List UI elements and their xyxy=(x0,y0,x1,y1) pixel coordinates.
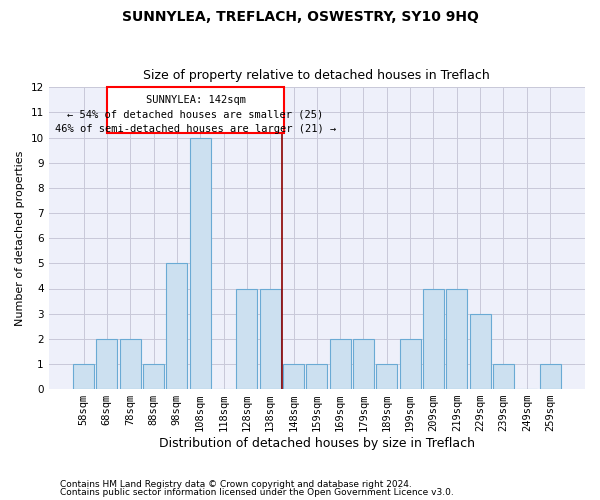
Bar xyxy=(353,339,374,389)
Bar xyxy=(260,288,281,389)
Bar xyxy=(143,364,164,389)
FancyBboxPatch shape xyxy=(107,88,284,132)
Text: Contains HM Land Registry data © Crown copyright and database right 2024.: Contains HM Land Registry data © Crown c… xyxy=(60,480,412,489)
Text: SUNNYLEA: 142sqm: SUNNYLEA: 142sqm xyxy=(146,95,245,105)
Bar xyxy=(190,138,211,389)
Bar xyxy=(423,288,444,389)
Bar xyxy=(470,314,491,389)
Bar xyxy=(329,339,350,389)
Bar xyxy=(307,364,328,389)
Text: SUNNYLEA, TREFLACH, OSWESTRY, SY10 9HQ: SUNNYLEA, TREFLACH, OSWESTRY, SY10 9HQ xyxy=(122,10,478,24)
Text: Contains public sector information licensed under the Open Government Licence v3: Contains public sector information licen… xyxy=(60,488,454,497)
X-axis label: Distribution of detached houses by size in Treflach: Distribution of detached houses by size … xyxy=(159,437,475,450)
Y-axis label: Number of detached properties: Number of detached properties xyxy=(15,150,25,326)
Bar xyxy=(283,364,304,389)
Bar xyxy=(539,364,560,389)
Bar xyxy=(120,339,140,389)
Bar xyxy=(493,364,514,389)
Bar xyxy=(166,264,187,389)
Text: 46% of semi-detached houses are larger (21) →: 46% of semi-detached houses are larger (… xyxy=(55,124,336,134)
Bar xyxy=(73,364,94,389)
Bar xyxy=(97,339,118,389)
Bar xyxy=(446,288,467,389)
Bar xyxy=(236,288,257,389)
Bar xyxy=(376,364,397,389)
Text: ← 54% of detached houses are smaller (25): ← 54% of detached houses are smaller (25… xyxy=(67,110,323,120)
Bar xyxy=(400,339,421,389)
Title: Size of property relative to detached houses in Treflach: Size of property relative to detached ho… xyxy=(143,69,490,82)
